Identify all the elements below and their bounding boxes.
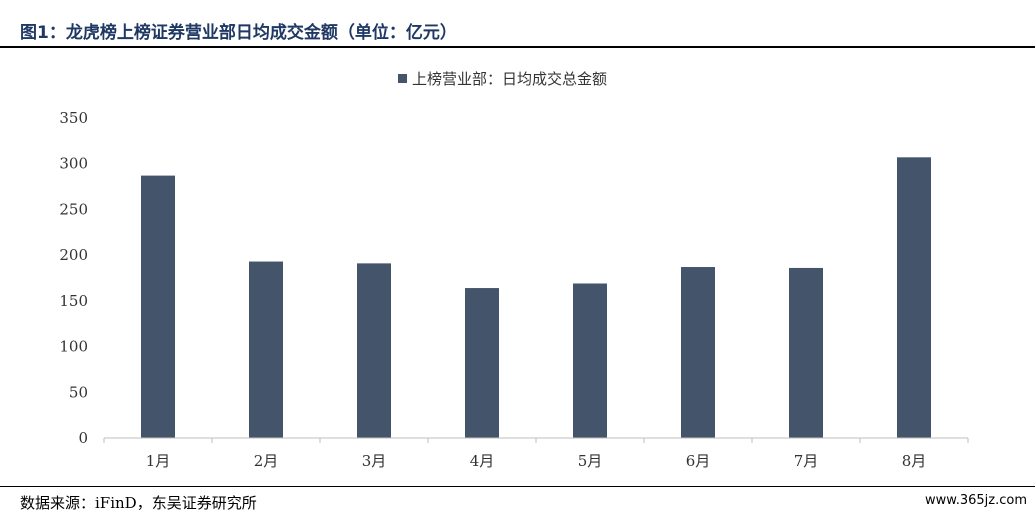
bar (357, 263, 391, 438)
source-note: 数据来源：iFinD，东吴证券研究所 (20, 494, 257, 512)
figure-title: 图1：龙虎榜上榜证券营业部日均成交金额（单位：亿元） (20, 23, 457, 43)
bars (141, 157, 931, 439)
x-tick-label: 6月 (686, 452, 711, 470)
legend-label: 上榜营业部：日均成交总金额 (412, 70, 607, 88)
y-tick-label: 50 (69, 383, 88, 401)
x-tick-label: 4月 (470, 452, 495, 470)
x-tick-label: 5月 (578, 452, 603, 470)
bar (789, 267, 823, 438)
legend-swatch (398, 74, 407, 83)
bar (573, 283, 607, 438)
bar (897, 157, 931, 439)
x-axis: 1月 2月 3月 4月 5月 6月 7月 8月 (103, 438, 969, 470)
bar (465, 288, 499, 438)
y-tick-label: 200 (59, 246, 88, 264)
y-tick-label: 100 (59, 338, 88, 356)
x-tick-label: 8月 (902, 452, 927, 470)
y-tick-label: 250 (59, 200, 88, 218)
y-axis: 0 50 100 150 200 250 300 350 (59, 109, 88, 447)
x-tick-label: 7月 (794, 452, 819, 470)
x-tick-label: 1月 (146, 452, 171, 470)
bar-chart: 上榜营业部：日均成交总金额 0 50 100 150 200 250 300 350 1月 2月… (59, 70, 969, 470)
x-tick-label: 2月 (254, 452, 279, 470)
y-tick-label: 350 (59, 109, 88, 127)
bar (681, 267, 715, 438)
watermark-text: www.365jz.com (925, 493, 1027, 508)
bottom-divider (0, 486, 1035, 487)
bar (249, 261, 283, 438)
y-tick-label: 0 (78, 429, 88, 447)
y-tick-label: 150 (59, 292, 88, 310)
chart-legend: 上榜营业部：日均成交总金额 (398, 70, 607, 88)
y-tick-label: 300 (59, 155, 88, 173)
x-tick-label: 3月 (362, 452, 387, 470)
top-divider (0, 46, 1035, 48)
bar (141, 175, 175, 438)
